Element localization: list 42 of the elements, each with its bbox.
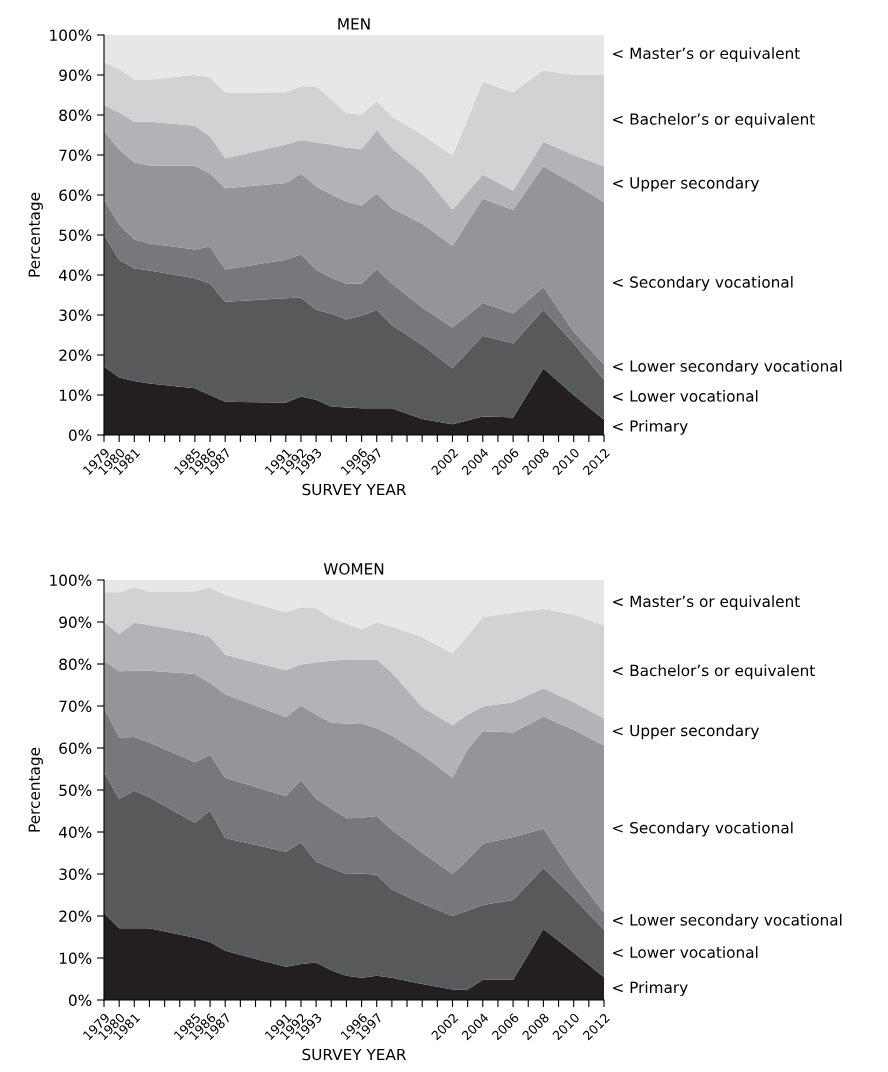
y-tick-label: 60% <box>59 189 92 202</box>
series-label: < Upper secondary <box>613 176 759 192</box>
series-label: < Secondary vocational <box>613 276 793 291</box>
y-tick-label: 50% <box>59 784 92 797</box>
series-label: < Master’s or equivalent <box>613 595 800 611</box>
series-label: < Upper secondary <box>613 724 759 740</box>
y-axis-title: Percentage <box>28 747 43 832</box>
y-tick-label: 20% <box>59 349 92 362</box>
series-label: < Primary <box>613 420 688 435</box>
series-label: < Master’s or equivalent <box>613 47 800 62</box>
y-tick-label: 70% <box>59 149 92 162</box>
y-tick-label: 100% <box>50 29 92 42</box>
y-tick-label: 100% <box>50 574 92 587</box>
y-tick-label: 90% <box>59 616 92 629</box>
y-tick-label: 90% <box>59 69 92 82</box>
x-axis-title: SURVEY YEAR <box>302 483 407 496</box>
series-label: < Lower vocational <box>613 390 758 402</box>
y-tick-label: 10% <box>59 952 92 965</box>
y-tick-label: 50% <box>59 229 92 242</box>
y-tick-label: 60% <box>59 742 92 755</box>
y-tick-label: 10% <box>59 389 92 402</box>
series-label: < Primary <box>613 981 688 997</box>
chart-title: MEN <box>338 18 370 30</box>
series-label: < Lower secondary vocational <box>613 913 842 929</box>
y-tick-label: 70% <box>59 700 92 713</box>
series-label: < Bachelor’s or equivalent <box>613 113 815 128</box>
series-label: < Secondary vocational <box>613 821 793 837</box>
series-label: < Bachelor’s or equivalent <box>613 664 815 680</box>
x-axis-title: SURVEY YEAR <box>302 1048 407 1061</box>
y-axis-title: Percentage <box>28 192 43 277</box>
y-tick-label: 80% <box>59 658 92 671</box>
y-tick-label: 20% <box>59 910 92 923</box>
y-tick-label: 30% <box>59 309 92 322</box>
series-label: < Lower secondary vocational <box>613 360 842 375</box>
chart-title: WOMEN <box>323 563 384 575</box>
y-tick-label: 80% <box>59 109 92 122</box>
series-label: < Lower vocational <box>613 946 758 959</box>
y-tick-label: 0% <box>68 429 92 442</box>
y-tick-label: 30% <box>59 868 92 881</box>
y-tick-label: 40% <box>58 269 92 282</box>
y-tick-label: 40% <box>58 826 92 839</box>
y-tick-label: 0% <box>68 994 92 1007</box>
